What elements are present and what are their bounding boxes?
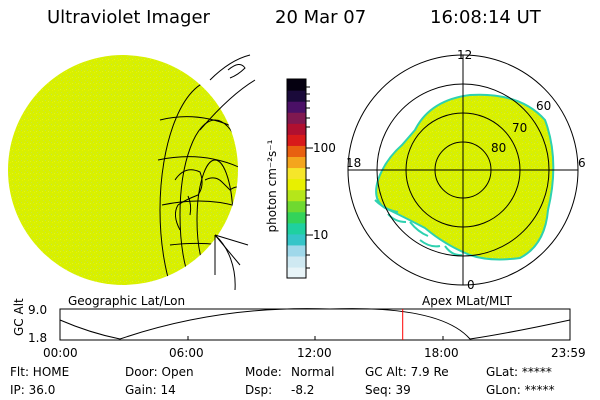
mode-label: Mode: bbox=[245, 365, 282, 379]
gc-alt-curve bbox=[59, 308, 571, 340]
xtick-1800: 18:00 bbox=[424, 346, 459, 360]
apex-caption: Apex MLat/MLT bbox=[422, 294, 512, 308]
geographic-caption: Geographic Lat/Lon bbox=[68, 294, 186, 308]
gc-alt-plot bbox=[59, 308, 571, 341]
earth-disk bbox=[8, 55, 238, 285]
colorbar-tick-10: 10 bbox=[313, 228, 329, 242]
seq-status: Seq: 39 bbox=[365, 383, 411, 397]
time-label: 16:08:14 UT bbox=[430, 7, 541, 28]
colorbar-segment bbox=[287, 101, 306, 113]
xtick-0000: 00:00 bbox=[43, 346, 78, 360]
colorbar-segment bbox=[287, 233, 306, 246]
colorbar-tick-100: 100 bbox=[313, 141, 336, 155]
filter-status: Flt: HOME bbox=[10, 365, 70, 379]
door-status: Door: Open bbox=[125, 365, 194, 379]
gc-alt-status: GC Alt: 7.9 Re bbox=[365, 365, 449, 379]
colorbar-segment bbox=[287, 123, 306, 135]
gc-alt-ytick-bottom: 1.8 bbox=[28, 331, 48, 345]
colorbar-segment bbox=[287, 211, 306, 224]
glon-status: GLon: ***** bbox=[486, 383, 555, 397]
mode-value: Normal bbox=[291, 365, 335, 379]
dsp-label: Dsp: bbox=[245, 383, 273, 397]
colorbar-segment bbox=[287, 134, 306, 146]
date-label: 20 Mar 07 bbox=[275, 7, 367, 28]
mlt-label-6: 6 bbox=[578, 156, 586, 170]
colorbar-segment bbox=[287, 178, 306, 191]
colorbar-segment bbox=[287, 156, 306, 169]
colorbar-segment bbox=[287, 145, 306, 157]
gc-alt-ytick-top: 9.0 bbox=[28, 303, 48, 317]
colorbar-segment bbox=[287, 266, 306, 279]
gc-alt-ylabel: GC Alt bbox=[12, 298, 26, 336]
mlt-label-18: 18 bbox=[346, 156, 362, 170]
colorbar-segment bbox=[287, 255, 306, 268]
gain-status: Gain: 14 bbox=[125, 383, 176, 397]
geographic-panel bbox=[8, 54, 256, 291]
colorbar bbox=[286, 78, 313, 279]
ip-status: IP: 36.0 bbox=[10, 383, 56, 397]
instrument-title: Ultraviolet Imager bbox=[47, 7, 210, 28]
polar-panel bbox=[347, 54, 579, 286]
colorbar-segment bbox=[287, 90, 306, 102]
colorbar-segment bbox=[287, 222, 306, 235]
mlt-label-12: 12 bbox=[457, 48, 473, 62]
colorbar-unit-label: photon cm⁻²s⁻¹ bbox=[265, 139, 279, 233]
colorbar-segment bbox=[287, 200, 306, 213]
mlat-label-80: 80 bbox=[491, 141, 507, 155]
xtick-2359: 23:59 bbox=[551, 346, 586, 360]
mlat-label-70: 70 bbox=[512, 121, 528, 135]
colorbar-segment bbox=[287, 79, 306, 91]
xtick-1200: 12:00 bbox=[297, 346, 332, 360]
colorbar-segment bbox=[287, 189, 306, 202]
xtick-0600: 06:00 bbox=[169, 346, 204, 360]
dsp-value: -8.2 bbox=[291, 383, 315, 397]
glat-status: GLat: ***** bbox=[486, 365, 552, 379]
colorbar-segment bbox=[287, 167, 306, 180]
colorbar-segment bbox=[287, 244, 306, 257]
mlat-label-60: 60 bbox=[536, 99, 552, 113]
colorbar-segment bbox=[287, 112, 306, 124]
mlt-label-0: 0 bbox=[467, 278, 475, 292]
